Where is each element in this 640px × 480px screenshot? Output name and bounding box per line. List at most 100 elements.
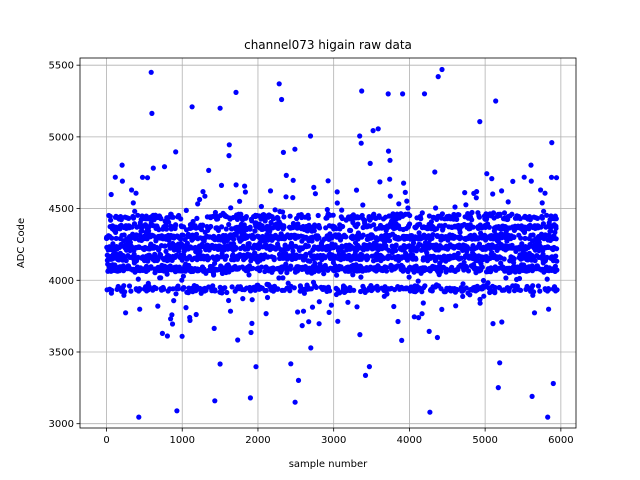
data-point [193, 231, 200, 237]
data-point [488, 269, 494, 275]
data-point [480, 277, 487, 284]
data-point [407, 212, 413, 219]
data-point [546, 286, 552, 292]
data-point [327, 288, 333, 294]
data-point [322, 255, 328, 261]
data-point [531, 310, 538, 316]
data-point [290, 195, 296, 201]
data-point [295, 221, 301, 227]
data-point [242, 189, 248, 195]
data-point [276, 275, 282, 281]
data-point [150, 165, 156, 171]
data-point [351, 287, 357, 293]
data-point [295, 309, 301, 315]
data-point [215, 227, 221, 233]
data-point [163, 226, 170, 232]
data-point [390, 211, 396, 217]
data-point [263, 311, 269, 317]
data-point [343, 234, 349, 240]
data-point [168, 316, 174, 322]
data-point [553, 175, 560, 181]
data-point [477, 119, 483, 125]
data-point [156, 227, 162, 233]
data-point [233, 182, 239, 188]
data-point [211, 272, 217, 278]
data-point [387, 176, 393, 182]
data-point [505, 199, 511, 205]
data-point [218, 182, 225, 188]
data-point [521, 262, 527, 268]
data-point [360, 232, 366, 238]
data-point [554, 258, 560, 264]
data-point [229, 284, 235, 290]
data-point [553, 236, 559, 242]
x-tick-label: 6000 [548, 435, 573, 446]
data-point [109, 235, 115, 241]
data-point [530, 283, 536, 289]
data-point [295, 377, 302, 383]
data-point [539, 215, 546, 221]
data-point [240, 296, 246, 302]
data-point [139, 174, 146, 180]
data-point [242, 183, 248, 189]
data-point [163, 248, 169, 254]
data-point [148, 69, 154, 75]
data-point [542, 190, 548, 196]
data-point [181, 285, 187, 291]
y-tick-label: 3500 [49, 347, 74, 358]
data-point [161, 286, 167, 292]
data-point [248, 329, 254, 336]
data-point [315, 212, 321, 219]
data-point [284, 270, 290, 276]
data-point [489, 176, 495, 182]
data-point [187, 317, 193, 323]
data-point [173, 149, 179, 155]
data-point [553, 253, 559, 259]
data-point [321, 271, 327, 277]
data-point [473, 195, 479, 201]
data-point [219, 290, 225, 296]
data-point [452, 204, 458, 210]
data-point [224, 289, 230, 296]
data-point [421, 91, 428, 97]
data-point [548, 228, 554, 234]
data-point [387, 238, 393, 244]
data-point [301, 290, 307, 296]
data-point [553, 225, 559, 231]
data-point [391, 303, 397, 310]
data-point [334, 189, 340, 195]
x-axis-label: sample number [289, 459, 368, 470]
data-point [510, 178, 516, 184]
data-point [197, 196, 203, 203]
x-axis: 0 1000 2000 3000 4000 5000 6000 [103, 428, 574, 446]
data-point [178, 216, 184, 222]
data-point [387, 157, 393, 163]
data-point [387, 193, 393, 199]
data-point [396, 201, 402, 207]
data-point [516, 275, 523, 282]
data-point [133, 190, 139, 196]
data-point [307, 258, 313, 264]
data-point [457, 229, 463, 235]
data-point [126, 215, 132, 221]
data-point [385, 225, 391, 231]
data-point [250, 265, 256, 271]
data-point [303, 251, 309, 257]
data-point [316, 235, 322, 241]
data-point [358, 274, 364, 280]
data-point [169, 312, 175, 318]
data-point [400, 91, 406, 97]
data-point [226, 221, 232, 228]
data-point [190, 218, 196, 225]
data-point [311, 228, 317, 234]
data-point [393, 242, 399, 248]
data-point [264, 294, 271, 301]
data-point [247, 395, 253, 401]
data-point [497, 360, 503, 366]
data-point [206, 167, 212, 173]
data-point [453, 303, 459, 309]
data-point [313, 284, 319, 290]
data-point [490, 321, 496, 327]
data-point [549, 140, 555, 146]
